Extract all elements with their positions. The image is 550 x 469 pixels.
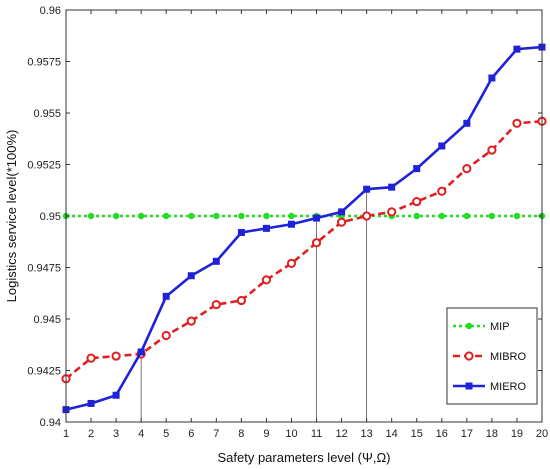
series-miero-point	[413, 165, 421, 173]
legend-item-mip: MIP	[453, 321, 510, 333]
legend-label-miero: MIERO	[490, 381, 527, 393]
x-tick-label: 2	[88, 428, 94, 440]
series-mibro-point	[437, 186, 447, 196]
y-tick-label: 0.955	[33, 108, 61, 120]
x-tick-label: 6	[188, 428, 194, 440]
y-tick-label: 0.9575	[27, 57, 61, 69]
series-miero-point	[313, 214, 321, 222]
series-mibro-point	[186, 316, 196, 326]
reference-lines	[140, 189, 368, 422]
legend-label-mip: MIP	[490, 321, 510, 333]
series-mibro-point	[236, 295, 246, 306]
series-miero-point	[262, 224, 270, 232]
x-tick-label: 7	[213, 428, 219, 440]
x-tick-label: 8	[238, 428, 244, 440]
series-mibro-point	[412, 196, 422, 207]
y-tick-label: 0.9475	[27, 263, 61, 275]
series-miero-point	[488, 74, 496, 82]
series-mip-point	[413, 212, 420, 220]
series-mip-point	[438, 212, 445, 220]
series-mip-point	[137, 212, 145, 220]
series-miero-point	[87, 399, 95, 407]
series-mibro-point	[211, 299, 221, 310]
series-mip-point	[288, 212, 295, 220]
series-miero-point	[137, 348, 145, 356]
y-tick-label: 0.95	[40, 211, 61, 223]
series-miero-point	[338, 208, 346, 216]
x-tick-label: 9	[263, 428, 269, 440]
y-tick-label: 0.96	[40, 5, 61, 17]
x-tick-label: 15	[411, 428, 423, 440]
series-mibro-point	[86, 353, 96, 363]
series-miero-point	[513, 45, 521, 53]
series-mip-point	[488, 212, 496, 220]
x-tick-label: 4	[138, 428, 144, 440]
x-tick-label: 17	[461, 428, 473, 440]
series-mibro-point	[462, 164, 472, 174]
series-layer	[61, 43, 547, 414]
series-miero-line	[65, 45, 543, 411]
series-mibro-point	[336, 217, 347, 227]
y-tick-label: 0.9425	[27, 366, 61, 378]
series-miero-point	[287, 220, 295, 228]
series-mip-point	[112, 212, 120, 220]
series-mibro-point	[111, 351, 121, 361]
series-mip-point	[263, 212, 270, 220]
series-mibro-point	[387, 207, 397, 217]
series-mibro-line	[65, 119, 543, 380]
series-mibro-point	[261, 275, 272, 285]
series-mip-point	[213, 212, 220, 220]
legend-box	[446, 307, 538, 405]
series-mibro-point	[512, 118, 522, 128]
y-axis-label: Logistics service level(*100%)	[4, 130, 19, 303]
x-tick-label: 14	[386, 428, 398, 440]
x-tick-label: 1	[63, 428, 69, 440]
series-mip-point	[463, 212, 471, 220]
y-tick-label: 0.9525	[27, 160, 61, 172]
legend-miero-point	[465, 382, 473, 390]
y-tick-label: 0.945	[33, 314, 61, 326]
legend-label-mibro: MIBRO	[490, 351, 527, 363]
series-mip-point	[513, 212, 521, 220]
series-miero-point	[237, 228, 245, 236]
x-tick-label: 5	[163, 428, 169, 440]
series-mip-point	[87, 212, 95, 220]
legend-mibro-point	[464, 351, 474, 361]
series-mip-point	[238, 212, 245, 220]
x-tick-label: 16	[436, 428, 448, 440]
x-axis-ticks: 1 2 3 4 5 6 7 8 9 10 11 12 13 14 15 16 17 18 19 20	[63, 10, 548, 440]
legend: MIP MIBRO MIERO	[446, 307, 538, 405]
x-tick-label: 20	[536, 428, 548, 440]
series-miero-point	[212, 257, 220, 265]
x-tick-label: 18	[486, 428, 498, 440]
series-miero-point	[187, 272, 195, 280]
x-tick-label: 3	[113, 428, 119, 440]
series-miero-point	[112, 391, 120, 399]
legend-item-mibro: MIBRO	[453, 351, 527, 363]
series-miero-point	[162, 292, 170, 300]
series-miero-point	[438, 142, 446, 150]
x-tick-label: 12	[335, 428, 347, 440]
y-axis-ticks: 0.94 0.9425 0.945 0.9475 0.95 0.9525 0.955 0.95…	[27, 5, 542, 429]
y-tick-label: 0.94	[40, 417, 61, 429]
series-mibro-point	[286, 258, 297, 268]
series-miero-point	[363, 185, 371, 193]
series-mibro-point	[362, 211, 372, 221]
series-miero	[62, 43, 546, 414]
series-mibro-point	[487, 145, 497, 155]
x-tick-label: 10	[285, 428, 297, 440]
series-mibro-point	[311, 238, 322, 248]
series-mip-point	[163, 212, 170, 220]
series-mip-point	[188, 212, 195, 220]
series-miero-point	[388, 183, 396, 191]
x-tick-label: 13	[361, 428, 373, 440]
series-miero-point	[463, 119, 471, 127]
x-tick-label: 19	[511, 428, 523, 440]
legend-mip-point	[465, 322, 473, 330]
x-axis-label: Safety parameters level (Ψ,Ω)	[217, 450, 390, 465]
series-mibro-point	[161, 330, 171, 341]
legend-item-miero: MIERO	[453, 381, 527, 393]
x-tick-label: 11	[311, 428, 322, 440]
